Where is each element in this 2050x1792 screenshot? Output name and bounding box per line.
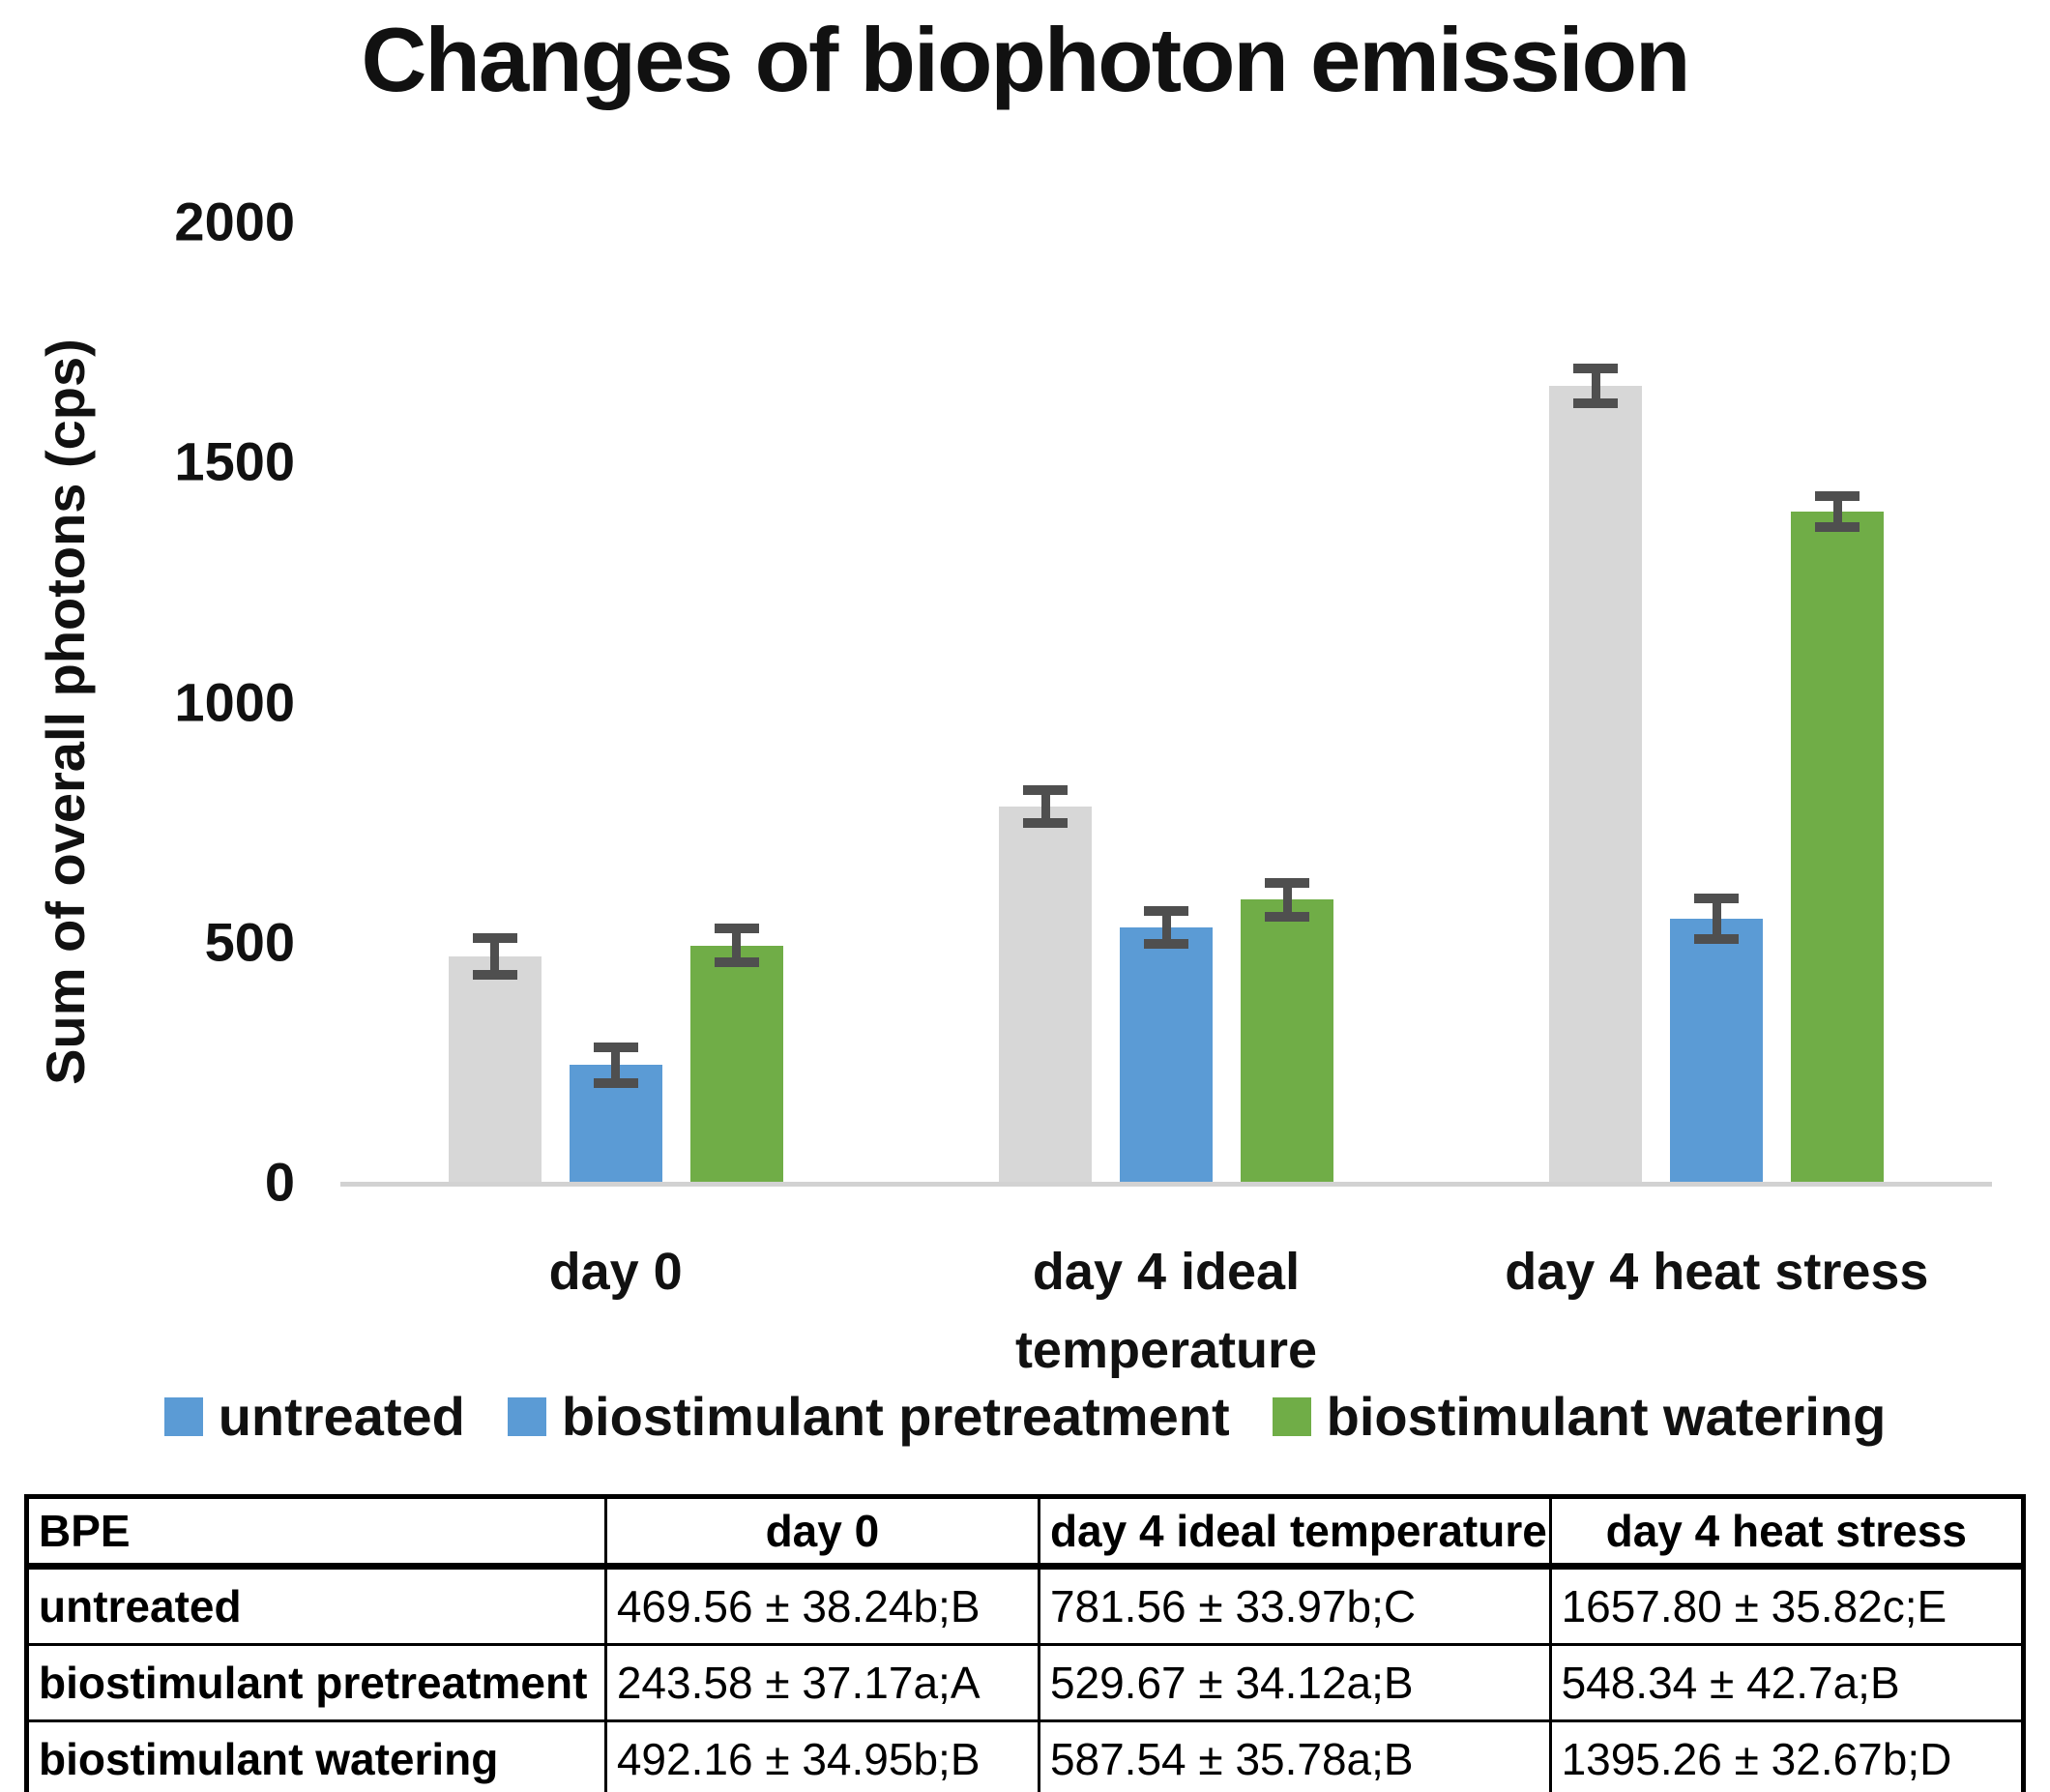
y-tick-label-0: 0 bbox=[264, 1151, 295, 1213]
error-bar-cap-bottom bbox=[1144, 938, 1188, 949]
error-bar-biostimulant-pretreatment-day-4-heat-stress bbox=[1712, 897, 1721, 939]
error-bar-biostimulant-watering-day-0 bbox=[732, 928, 742, 962]
error-bar-biostimulant-pretreatment-day-4-ideal-temperature bbox=[1161, 911, 1171, 944]
error-bar-cap-top bbox=[593, 1042, 638, 1052]
error-bar-untreated-day-4-ideal-temperature bbox=[1040, 790, 1050, 823]
bar-biostimulant-pretreatment-day-4-heat-stress bbox=[1670, 918, 1764, 1182]
table-cell: 243.58 ± 37.17a;A bbox=[603, 1643, 1040, 1722]
error-bar-cap-bottom bbox=[1573, 397, 1619, 408]
error-bar-cap-top bbox=[1144, 906, 1188, 917]
table-header-cell-day-0: day 0 bbox=[603, 1495, 1040, 1570]
y-tick-label-1500: 1500 bbox=[174, 430, 295, 492]
legend-label-biostimulant-watering: biostimulant watering bbox=[1326, 1386, 1887, 1447]
table-cell: 1395.26 ± 32.67b;D bbox=[1548, 1719, 2026, 1792]
error-bar-untreated-day-4-heat-stress bbox=[1591, 368, 1600, 403]
error-bar-cap-top bbox=[1573, 364, 1619, 374]
y-tick-label-500: 500 bbox=[204, 911, 295, 973]
legend-swatch-biostimulant-watering-icon bbox=[1272, 1396, 1311, 1436]
table-cell: 781.56 ± 33.97b;C bbox=[1037, 1565, 1552, 1646]
y-tick-label-2000: 2000 bbox=[174, 191, 295, 252]
table-header-cell-day-4-ideal-temperature: day 4 ideal temperature bbox=[1037, 1495, 1552, 1570]
table-row-label-untreated: untreated bbox=[25, 1565, 607, 1646]
error-bar-biostimulant-watering-day-4-ideal-temperature bbox=[1282, 882, 1292, 918]
x-category-label-day-0: day 0 bbox=[548, 1243, 683, 1301]
error-bar-cap-bottom bbox=[1815, 522, 1860, 533]
plot-area: 0 500 1000 1500 2000 day 0 day 4 ideal tempera… bbox=[174, 191, 1992, 1379]
table-cell: 1657.80 ± 35.82c;E bbox=[1548, 1565, 2026, 1646]
error-bar-cap-top bbox=[714, 924, 759, 934]
error-bar-cap-top bbox=[1265, 877, 1309, 888]
bar-biostimulant-pretreatment-day-4-ideal-temperature bbox=[1120, 927, 1213, 1182]
x-axis-line bbox=[340, 1182, 1992, 1187]
table-header-cell-bpe: BPE bbox=[25, 1495, 607, 1570]
error-bar-cap-bottom bbox=[593, 1077, 638, 1088]
bar-untreated-day-4-ideal-temperature bbox=[999, 806, 1092, 1182]
summary-table: BPE day 0 day 4 ideal temperature day 4 hea… bbox=[24, 1494, 2026, 1792]
error-bar-cap-bottom bbox=[1023, 817, 1068, 828]
legend-item-biostimulant-pretreatment: biostimulant pretreatment bbox=[507, 1385, 1230, 1448]
bar-untreated-day-4-heat-stress bbox=[1549, 385, 1643, 1182]
x-category-label-day-4-heat-stress: day 4 heat stress bbox=[1505, 1243, 1929, 1301]
table-row-label-biostimulant-pretreatment: biostimulant pretreatment bbox=[25, 1643, 607, 1722]
error-bar-cap-bottom bbox=[714, 956, 759, 967]
legend-swatch-biostimulant-pretreatment-icon bbox=[507, 1396, 546, 1436]
legend-item-untreated: untreated bbox=[163, 1385, 465, 1448]
bar-biostimulant-watering-day-4-ideal-temperature bbox=[1241, 899, 1333, 1182]
table-row-untreated: untreated 469.56 ± 38.24b;B 781.56 ± 33.97… bbox=[25, 1565, 2026, 1646]
table-body: untreated 469.56 ± 38.24b;B 781.56 ± 33.97… bbox=[25, 1565, 2026, 1792]
table-header-cell-day-4-heat-stress: day 4 heat stress bbox=[1548, 1495, 2026, 1570]
bar-biostimulant-watering-day-0 bbox=[689, 945, 783, 1182]
table-row-biostimulant-watering: biostimulant watering 492.16 ± 34.95b;B 58… bbox=[25, 1719, 2026, 1792]
x-category-label-day-4-ideal-temperature: day 4 ideal temperature bbox=[1014, 1243, 1318, 1379]
error-bar-cap-top bbox=[472, 932, 517, 943]
error-bar-cap-top bbox=[1694, 893, 1740, 903]
y-tick-label-1000: 1000 bbox=[174, 671, 295, 732]
error-bar-biostimulant-pretreatment-day-0 bbox=[611, 1046, 621, 1083]
table-row-biostimulant-pretreatment: biostimulant pretreatment 243.58 ± 37.17a… bbox=[25, 1643, 2026, 1722]
table-header-row-tr: BPE day 0 day 4 ideal temperature day 4 hea… bbox=[25, 1495, 2026, 1570]
table-cell: 492.16 ± 34.95b;B bbox=[603, 1719, 1040, 1792]
table-cell: 587.54 ± 35.78a;B bbox=[1037, 1719, 1552, 1792]
error-bar-cap-top bbox=[1815, 491, 1860, 502]
legend-label-untreated: untreated bbox=[218, 1386, 465, 1447]
error-bar-cap-bottom bbox=[1694, 933, 1740, 944]
table-row-label-biostimulant-watering: biostimulant watering bbox=[25, 1719, 607, 1792]
table-header-row: BPE day 0 day 4 ideal temperature day 4 hea… bbox=[25, 1495, 2026, 1570]
chart-title: Changes of biophoton emission bbox=[361, 9, 1691, 110]
bar-untreated-day-0 bbox=[448, 955, 542, 1182]
legend-label-biostimulant-pretreatment: biostimulant pretreatment bbox=[561, 1386, 1230, 1447]
error-bar-cap-bottom bbox=[1265, 912, 1309, 923]
table-cell: 469.56 ± 38.24b;B bbox=[603, 1565, 1040, 1646]
bar-biostimulant-watering-day-4-heat-stress bbox=[1791, 512, 1885, 1182]
error-bar-cap-top bbox=[1023, 785, 1068, 796]
table-cell: 548.34 ± 42.7a;B bbox=[1548, 1643, 2026, 1722]
error-bar-biostimulant-watering-day-4-heat-stress bbox=[1832, 496, 1842, 528]
legend: untreated biostimulant pretreatment biosti… bbox=[0, 1385, 2050, 1448]
error-bar-untreated-day-0 bbox=[490, 937, 500, 975]
table-cell: 529.67 ± 34.12a;B bbox=[1037, 1643, 1552, 1722]
legend-item-biostimulant-watering: biostimulant watering bbox=[1272, 1385, 1887, 1448]
error-bar-cap-bottom bbox=[472, 969, 517, 980]
legend-swatch-untreated-icon bbox=[163, 1396, 203, 1436]
